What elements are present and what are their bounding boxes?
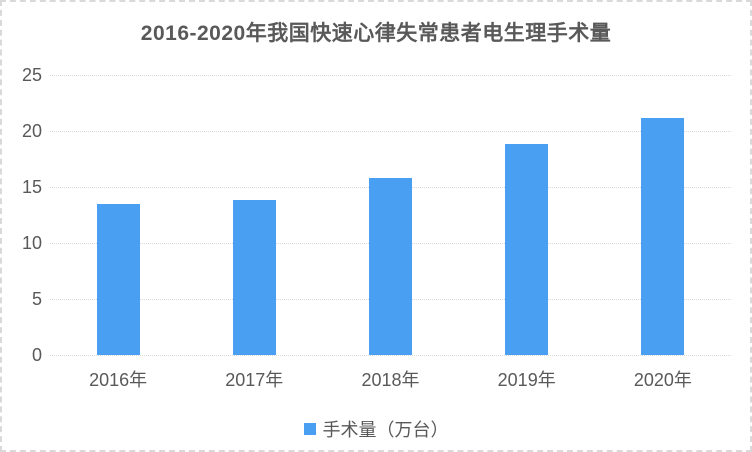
- y-axis-tick-label: 15: [21, 177, 42, 197]
- legend-swatch-icon: [303, 423, 316, 435]
- y-axis-tick-label: 5: [31, 289, 42, 309]
- x-axis-tick-label: 2019年: [497, 370, 556, 390]
- gridline-y-0: [50, 355, 731, 356]
- plot-area: [50, 75, 731, 356]
- bar-2018年: [369, 178, 412, 355]
- bar-2019年: [505, 144, 549, 355]
- x-axis-tick-label: 2018年: [361, 370, 420, 390]
- y-axis-tick-label: 10: [21, 233, 42, 253]
- gridline-y-20: [50, 131, 731, 132]
- y-axis-tick-label: 0: [31, 345, 42, 365]
- y-axis-tick-label: 20: [21, 121, 42, 141]
- x-axis-tick-label: 2016年: [89, 370, 148, 390]
- bar-2017年: [232, 200, 276, 355]
- y-axis-tick-label: 25: [21, 65, 42, 85]
- x-axis-tick-label: 2017年: [225, 370, 284, 390]
- chart-title: 2016-2020年我国快速心律失常患者电生理手术量: [140, 22, 612, 45]
- bar-2020年: [641, 117, 685, 355]
- legend: 手术量（万台）: [2, 416, 750, 442]
- legend-label: 手术量（万台）: [322, 420, 449, 440]
- gridline-y-25: [50, 75, 731, 76]
- x-axis-tick-label: 2020年: [633, 370, 692, 390]
- bar-2016年: [96, 203, 140, 355]
